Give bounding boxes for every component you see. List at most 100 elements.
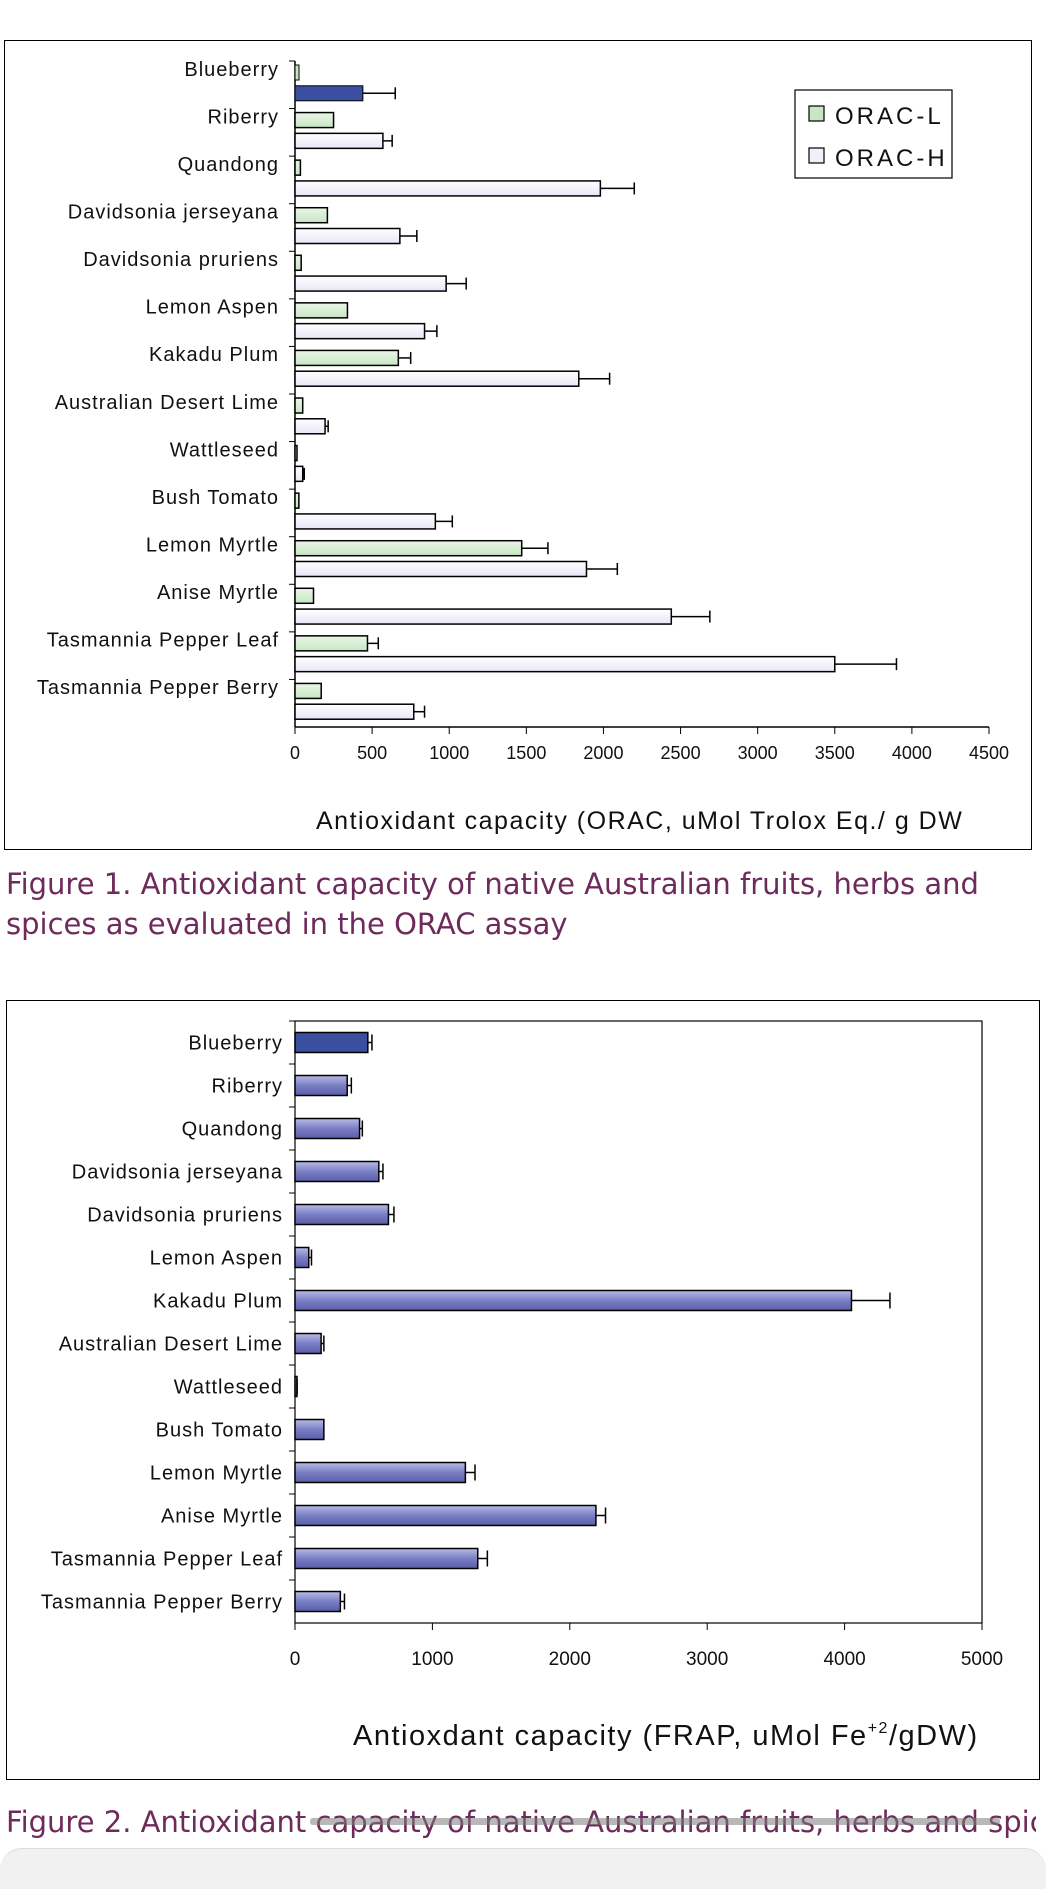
bar-orac-l	[294, 444, 298, 462]
legend-label-orac-l: ORAC-L	[835, 103, 944, 130]
plot-area-frame	[294, 1020, 983, 1624]
category-label: Anise Myrtle	[157, 582, 279, 604]
category-label: Riberry	[212, 1076, 283, 1098]
x-tick-label: 0	[290, 1649, 301, 1670]
category-label: Davidsonia jerseyana	[72, 1162, 283, 1184]
category-label: Australian Desert Lime	[55, 392, 279, 414]
bar-orac-l	[294, 682, 322, 700]
x-tick-label: 1000	[411, 1649, 453, 1670]
error-bar	[398, 351, 412, 364]
legend: ORAC-L ORAC-H	[794, 89, 953, 179]
bar-frap	[294, 1504, 597, 1527]
bar-orac-l	[294, 539, 523, 557]
orac-chart-svg: Blueberry Riberry Quandong Davidsonia jerse…	[37, 59, 1009, 835]
error-bar	[347, 1077, 353, 1094]
category-label: Australian Desert Lime	[59, 1334, 283, 1356]
error-bar	[362, 87, 396, 100]
error-bar	[367, 637, 380, 650]
error-bar	[378, 1163, 384, 1180]
error-bar	[465, 1464, 476, 1481]
category-label: Anise Myrtle	[161, 1506, 283, 1528]
bar-frap	[294, 1160, 380, 1183]
bar-frap	[294, 1418, 325, 1441]
category-label: Lemon Myrtle	[150, 1463, 283, 1485]
x-tick-label: 2500	[661, 743, 701, 763]
category-label: Blueberry	[184, 59, 279, 81]
bottom-sheet-handle[interactable]	[0, 1848, 1046, 1889]
bar-orac-l	[294, 254, 302, 272]
x-tick-label: 500	[357, 743, 387, 763]
error-bar	[578, 372, 611, 385]
x-tick-label: 4500	[969, 743, 1009, 763]
category-label: Wattleseed	[170, 439, 279, 461]
category-label: Davidsonia pruriens	[83, 249, 279, 271]
bar-orac-h	[294, 655, 836, 673]
category-label: Bush Tomato	[152, 487, 279, 509]
x-tick-label: 0	[290, 743, 300, 763]
legend-swatch-orac-h	[808, 147, 825, 164]
error-bar	[446, 277, 467, 290]
error-bar	[586, 563, 619, 575]
text-selection-overlay	[310, 1818, 1000, 1825]
x-tick-label: 5000	[961, 1649, 1003, 1670]
figure-1-caption: Figure 1. Antioxidant capacity of native…	[6, 867, 979, 941]
x-tick-label: 3000	[686, 1649, 728, 1670]
bar-orac-h	[294, 560, 588, 578]
error-bar	[388, 1206, 395, 1223]
x-tick-label: 3000	[738, 743, 778, 763]
bar-frap	[294, 1461, 467, 1484]
error-bar	[321, 1335, 325, 1352]
bar-frap	[294, 1547, 479, 1570]
x-tick-label: 1500	[506, 743, 546, 763]
category-label: Wattleseed	[174, 1377, 283, 1399]
bar-orac-l	[294, 206, 329, 224]
bar-orac-l	[294, 635, 369, 652]
error-bar	[834, 658, 898, 671]
category-label: Davidsonia pruriens	[87, 1205, 283, 1227]
x-tick-label: 4000	[892, 743, 932, 763]
category-label: Tasmannia Pepper Berry	[37, 677, 279, 699]
error-bar	[399, 230, 418, 242]
category-label: Davidsonia jerseyana	[68, 202, 279, 224]
bar-orac-h	[294, 418, 326, 435]
bar-orac-h	[294, 322, 426, 340]
frap-chart-svg: Blueberry Riberry Quandong Davidsonia jerse…	[41, 1020, 1003, 1752]
x-tick-label: 1000	[429, 743, 469, 763]
x-tick-label: 2000	[583, 743, 623, 763]
bar-orac-l	[294, 302, 349, 319]
bar-frap	[294, 1246, 310, 1269]
bar-frap	[294, 1590, 342, 1613]
figure-2-frap-chart: Blueberry Riberry Quandong Davidsonia jerse…	[6, 1000, 1040, 1780]
bar-frap	[294, 1031, 369, 1054]
bar-orac-h	[294, 132, 384, 150]
x-tick-label: 2000	[549, 1649, 591, 1670]
x-tick-label: 3500	[815, 743, 855, 763]
bar-orac-l	[294, 397, 304, 414]
bar-frap	[294, 1074, 348, 1097]
bar-frap	[294, 1289, 853, 1312]
category-label: Lemon Aspen	[146, 297, 279, 319]
bar-orac-h	[294, 275, 447, 292]
error-bar	[600, 182, 636, 195]
bar-orac-l	[294, 111, 335, 129]
bar-frap	[294, 1117, 361, 1140]
error-bar	[595, 1507, 607, 1524]
error-bar	[340, 1593, 346, 1610]
category-label: Kakadu Plum	[149, 344, 279, 366]
error-bar	[424, 325, 438, 338]
error-bar	[477, 1550, 489, 1567]
bar-orac-l	[294, 349, 400, 367]
category-label: Bush Tomato	[156, 1420, 283, 1442]
error-bar	[413, 705, 426, 718]
error-bar	[359, 1120, 364, 1137]
x-tick-label: 4000	[823, 1649, 865, 1670]
error-bar	[521, 542, 549, 555]
bar-orac-h	[294, 180, 602, 197]
bar-orac-h	[294, 227, 401, 245]
x-axis-title: Antioxidant capacity (ORAC, uMol Trolox …	[316, 807, 963, 835]
category-label: Lemon Aspen	[150, 1248, 283, 1270]
bar-orac-l	[294, 492, 300, 509]
error-bar	[325, 420, 329, 433]
legend-label-orac-h: ORAC-H	[835, 145, 948, 172]
category-label: Riberry	[208, 106, 279, 128]
